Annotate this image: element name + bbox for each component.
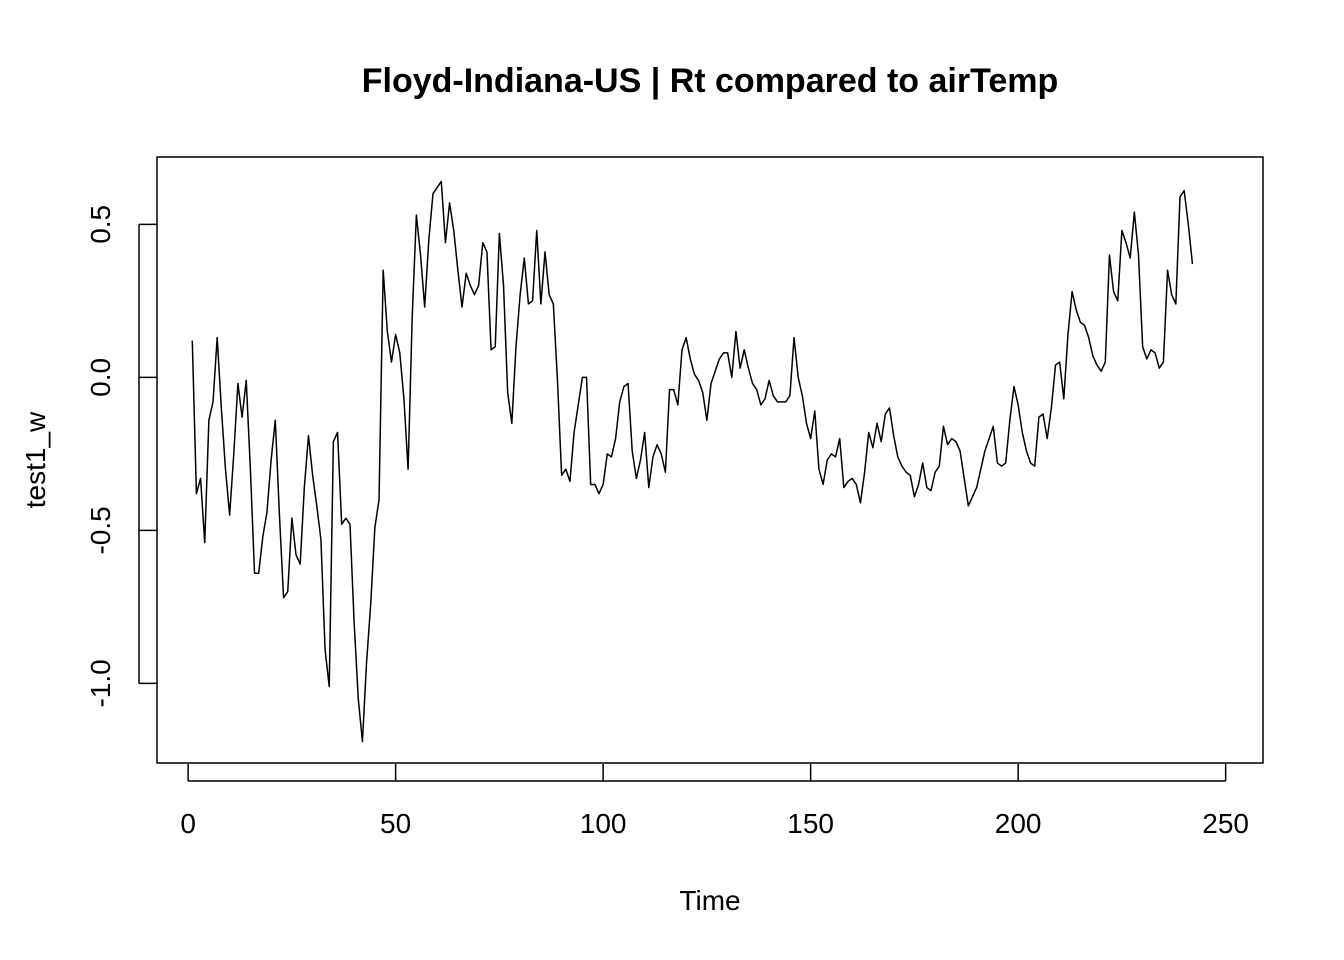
y-tick-label: -0.5 (85, 506, 116, 554)
series-layer (191, 180, 1194, 743)
x-axis-label: Time (679, 885, 740, 916)
y-tick-label: 0.5 (85, 205, 116, 244)
x-tick-label: 50 (380, 808, 411, 839)
plot-frame (156, 156, 1264, 764)
y-axis: 0.5 0.0 -0.5 -1.0 (85, 205, 157, 708)
y-tick-label: 0.0 (85, 358, 116, 397)
x-tick-label: 200 (995, 808, 1042, 839)
x-tick-label: 150 (787, 808, 834, 839)
x-axis: 0 50 100 150 200 250 (180, 764, 1249, 839)
chart-title: Floyd-Indiana-US | Rt compared to airTem… (362, 62, 1059, 100)
x-tick-label: 0 (180, 808, 196, 839)
x-tick-label: 100 (580, 808, 627, 839)
y-tick-label: -1.0 (85, 659, 116, 707)
y-axis-label: test1_w (20, 411, 51, 508)
x-tick-label: 250 (1202, 808, 1249, 839)
series-line (191, 180, 1194, 743)
